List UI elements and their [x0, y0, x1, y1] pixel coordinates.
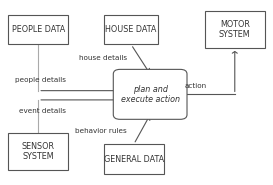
Text: event details: event details [19, 108, 66, 114]
Text: people details: people details [14, 78, 66, 83]
FancyBboxPatch shape [205, 11, 265, 48]
Text: SENSOR
SYSTEM: SENSOR SYSTEM [22, 142, 55, 161]
FancyBboxPatch shape [104, 15, 158, 44]
FancyBboxPatch shape [8, 133, 68, 170]
Text: MOTOR
SYSTEM: MOTOR SYSTEM [219, 20, 251, 39]
Text: behavior rules: behavior rules [75, 128, 127, 134]
Text: action: action [184, 83, 206, 89]
Text: house details: house details [79, 55, 127, 61]
Text: GENERAL DATA: GENERAL DATA [104, 155, 164, 164]
Text: HOUSE DATA: HOUSE DATA [105, 25, 157, 34]
FancyBboxPatch shape [104, 144, 164, 174]
FancyBboxPatch shape [113, 69, 187, 119]
FancyBboxPatch shape [8, 15, 68, 44]
Text: PEOPLE DATA: PEOPLE DATA [11, 25, 65, 34]
Text: plan and
execute action: plan and execute action [121, 85, 180, 104]
